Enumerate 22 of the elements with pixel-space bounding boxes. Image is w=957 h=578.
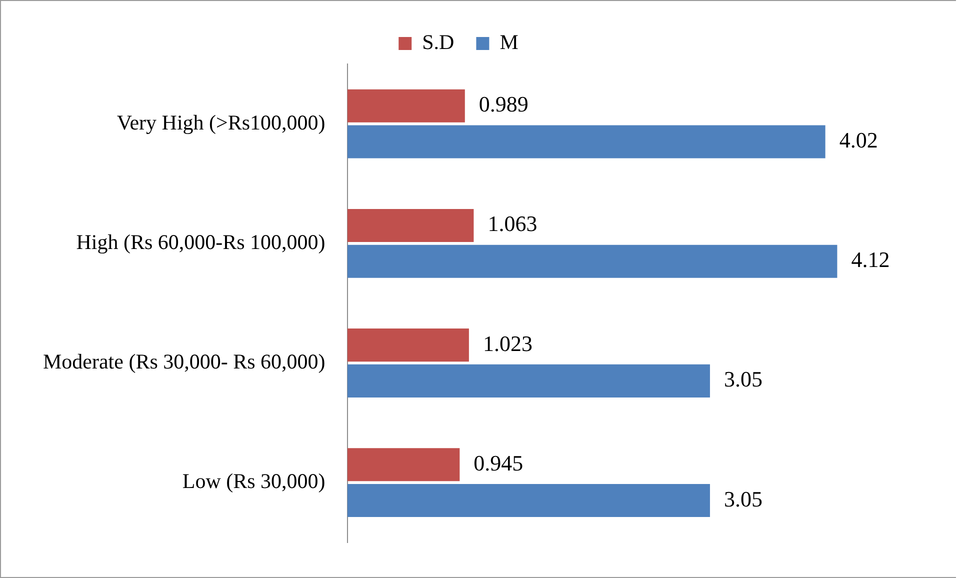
data-label: 3.05 bbox=[724, 486, 762, 512]
y-tick-label: Very High (>Rs100,000) bbox=[116, 110, 326, 134]
bar bbox=[347, 484, 710, 518]
data-label: 3.05 bbox=[724, 366, 762, 392]
bar bbox=[347, 364, 710, 398]
legend-label: M bbox=[500, 30, 519, 54]
bar bbox=[347, 328, 469, 362]
bar bbox=[347, 89, 465, 122]
data-label: 4.12 bbox=[851, 247, 890, 272]
bar bbox=[347, 208, 474, 242]
bar bbox=[347, 244, 838, 278]
bar bbox=[347, 125, 826, 158]
data-label: 0.945 bbox=[474, 450, 524, 476]
legend-label: S.D bbox=[422, 30, 454, 54]
data-label: 0.989 bbox=[478, 92, 528, 117]
y-tick-label: Moderate (Rs 30,000- Rs 60,000) bbox=[42, 350, 326, 374]
y-tick-label: Low (Rs 30,000) bbox=[182, 469, 326, 494]
data-label: 1.023 bbox=[482, 330, 532, 356]
y-tick-label: High (Rs 60,000-Rs 100,000) bbox=[76, 230, 326, 254]
data-label: 1.063 bbox=[488, 211, 538, 236]
data-label: 4.02 bbox=[839, 128, 878, 153]
bar bbox=[347, 448, 460, 482]
